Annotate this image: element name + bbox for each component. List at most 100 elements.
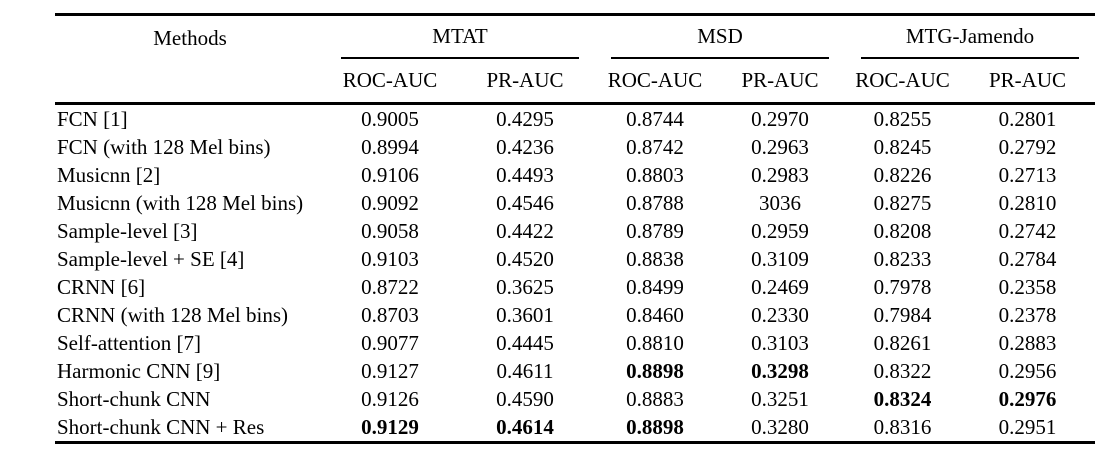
- metric-value: 0.4236: [496, 135, 554, 159]
- metric-value: 0.2983: [751, 163, 809, 187]
- table-row: CRNN (with 128 Mel bins) 0.8703 0.3601 0.84…: [55, 301, 1095, 329]
- metric-value: 0.8744: [626, 107, 684, 131]
- table-row: FCN (with 128 Mel bins) 0.8994 0.4236 0.874…: [55, 133, 1095, 161]
- metric-value: 0.7978: [873, 275, 932, 299]
- metric-value: 0.3625: [496, 275, 554, 299]
- metric-value: 0.8499: [626, 275, 684, 299]
- method-label: FCN [1]: [57, 107, 128, 131]
- metric-value: 0.4445: [496, 331, 554, 355]
- method-label: Self-attention [7]: [57, 331, 202, 355]
- metric-value: 0.2883: [998, 331, 1057, 355]
- metric-value: 0.8838: [626, 247, 684, 271]
- metric-value: 0.2951: [998, 415, 1057, 439]
- metric-value: 0.8460: [626, 303, 684, 327]
- table-row: Sample-level [3] 0.9058 0.4422 0.8789 0.2959…: [55, 217, 1095, 245]
- metric-value: 0.8275: [873, 191, 932, 215]
- col-header-mtg-roc-auc: ROC-AUC: [855, 68, 950, 92]
- metric-value: 0.9092: [361, 191, 419, 215]
- metric-value: 0.9077: [361, 331, 419, 355]
- metric-value: 0.8322: [873, 359, 932, 383]
- metric-value: 0.4546: [496, 191, 554, 215]
- metric-value: 0.2810: [998, 191, 1057, 215]
- metric-value: 0.2976: [998, 387, 1057, 411]
- metric-value: 3036: [759, 191, 802, 215]
- metric-value: 0.9129: [361, 415, 419, 439]
- table-row: Self-attention [7] 0.9077 0.4445 0.8810 0.31…: [55, 329, 1095, 357]
- table-row: FCN [1] 0.9005 0.4295 0.8744 0.2970 0.8255 0.2…: [55, 104, 1095, 134]
- metric-value: 0.8703: [361, 303, 419, 327]
- metric-value: 0.8788: [626, 191, 684, 215]
- group-header-row: Methods MTAT MSD MTG-Jamendo: [55, 15, 1095, 59]
- metric-value: 0.9058: [361, 219, 419, 243]
- table-row: Harmonic CNN [9] 0.9127 0.4611 0.8898 0.3298…: [55, 357, 1095, 385]
- table-row: Sample-level + SE [4] 0.9103 0.4520 0.8838 0…: [55, 245, 1095, 273]
- metric-value: 0.8898: [626, 359, 684, 383]
- method-label: Sample-level [3]: [57, 219, 198, 243]
- metric-value: 0.8898: [626, 415, 684, 439]
- metric-value: 0.2784: [998, 247, 1057, 271]
- method-label: Short-chunk CNN + Res: [57, 415, 265, 439]
- method-label: CRNN (with 128 Mel bins): [57, 303, 288, 327]
- metric-value: 0.8324: [873, 387, 932, 411]
- table-row: Short-chunk CNN 0.9126 0.4590 0.8883 0.3251 0…: [55, 385, 1095, 413]
- metric-value: 0.8255: [873, 107, 932, 131]
- metric-value: 0.2469: [751, 275, 809, 299]
- group-header-msd: MSD: [595, 15, 845, 59]
- table-row: Musicnn [2] 0.9106 0.4493 0.8803 0.2983 0.822…: [55, 161, 1095, 189]
- metric-value: 0.8316: [873, 415, 932, 439]
- method-label: Sample-level + SE [4]: [57, 247, 245, 271]
- group-header-msd-label: MSD: [611, 16, 830, 59]
- metric-value: 0.4493: [496, 163, 554, 187]
- metric-value: 0.2959: [751, 219, 809, 243]
- col-header-mtg-pr-auc: PR-AUC: [989, 68, 1067, 92]
- method-label: Musicnn (with 128 Mel bins): [57, 191, 304, 215]
- table-row: CRNN [6] 0.8722 0.3625 0.8499 0.2469 0.7978 0.…: [55, 273, 1095, 301]
- metric-value: 0.9103: [361, 247, 419, 271]
- table-body: FCN [1] 0.9005 0.4295 0.8744 0.2970 0.8255 0.2…: [55, 104, 1095, 443]
- metric-value: 0.3298: [751, 359, 809, 383]
- metric-value: 0.9005: [361, 107, 419, 131]
- table-row: Short-chunk CNN + Res 0.9129 0.4614 0.8898 0…: [55, 413, 1095, 443]
- method-label: Harmonic CNN [9]: [57, 359, 221, 383]
- method-label: Musicnn [2]: [57, 163, 161, 187]
- col-header-mtat-roc-auc: ROC-AUC: [342, 68, 438, 92]
- metric-value: 0.8208: [873, 219, 932, 243]
- metric-value: 0.2792: [998, 135, 1057, 159]
- metric-value: 0.2956: [998, 359, 1057, 383]
- metric-value: 0.8883: [626, 387, 684, 411]
- method-label: Short-chunk CNN: [57, 387, 211, 411]
- sub-header-row: ROC-AUC PR-AUC ROC-AUC PR-AUC ROC-AUC PR…: [55, 59, 1095, 104]
- metric-value: 0.2358: [998, 275, 1057, 299]
- metric-value: 0.4295: [496, 107, 554, 131]
- metric-value: 0.9126: [361, 387, 419, 411]
- col-header-msd-roc-auc: ROC-AUC: [607, 68, 703, 92]
- metric-value: 0.7984: [873, 303, 932, 327]
- results-table: Methods MTAT MSD MTG-Jamendo ROC-AUC PR-…: [55, 13, 1096, 444]
- group-header-mtat: MTAT: [325, 15, 595, 59]
- metric-value: 0.8789: [626, 219, 684, 243]
- metric-value: 0.8261: [873, 331, 932, 355]
- metric-value: 0.9106: [361, 163, 419, 187]
- metric-value: 0.4590: [496, 387, 554, 411]
- metric-value: 0.3251: [751, 387, 809, 411]
- metric-value: 0.8810: [626, 331, 684, 355]
- metric-value: 0.2713: [998, 163, 1057, 187]
- metric-value: 0.3601: [496, 303, 554, 327]
- methods-column-header: Methods: [153, 26, 227, 50]
- metric-value: 0.4611: [496, 359, 554, 383]
- metric-value: 0.4614: [496, 415, 554, 439]
- metric-value: 0.2963: [751, 135, 809, 159]
- table-header: Methods MTAT MSD MTG-Jamendo ROC-AUC PR-…: [55, 15, 1096, 104]
- group-header-mtg-jamendo: MTG-Jamendo: [845, 15, 1095, 59]
- col-header-mtat-pr-auc: PR-AUC: [486, 68, 564, 92]
- metric-value: 0.3103: [751, 331, 809, 355]
- method-label: CRNN [6]: [57, 275, 146, 299]
- col-header-msd-pr-auc: PR-AUC: [741, 68, 819, 92]
- metric-value: 0.8233: [873, 247, 932, 271]
- method-label: FCN (with 128 Mel bins): [57, 135, 271, 159]
- metric-value: 0.2970: [751, 107, 809, 131]
- metric-value: 0.3280: [751, 415, 809, 439]
- metric-value: 0.2742: [998, 219, 1057, 243]
- metric-value: 0.9127: [361, 359, 419, 383]
- table-row: Musicnn (with 128 Mel bins) 0.9092 0.4546 0…: [55, 189, 1095, 217]
